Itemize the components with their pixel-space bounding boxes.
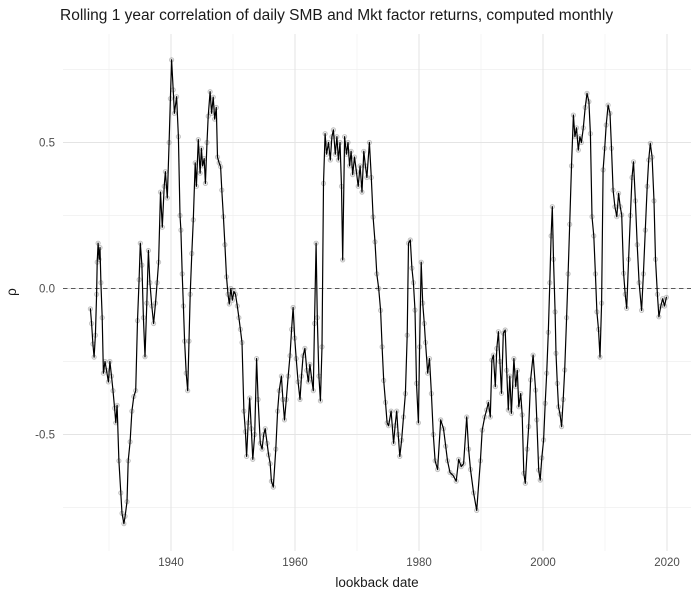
correlation-line [89,59,667,525]
y-tick-label--0.5: -0.5 [35,430,55,442]
y-tick-label-0.5: 0.5 [39,138,55,150]
chart-title: Rolling 1 year correlation of daily SMB … [60,7,613,24]
x-axis-title: lookback date [335,575,418,590]
x-tick-label-1940: 1940 [158,557,184,569]
x-tick-label-2000: 2000 [530,557,556,569]
y-axis-title: ρ [4,288,19,296]
minor-gridlines [63,34,691,551]
x-tick-label-1980: 1980 [406,557,432,569]
y-tick-label-0.0: 0.0 [39,284,55,296]
x-tick-label-2020: 2020 [654,557,680,569]
tick-labels: 1940 1960 1980 2000 2020 0.5 0.0 -0.5 [35,138,680,570]
x-tick-label-1960: 1960 [282,557,308,569]
major-gridlines [63,34,691,551]
